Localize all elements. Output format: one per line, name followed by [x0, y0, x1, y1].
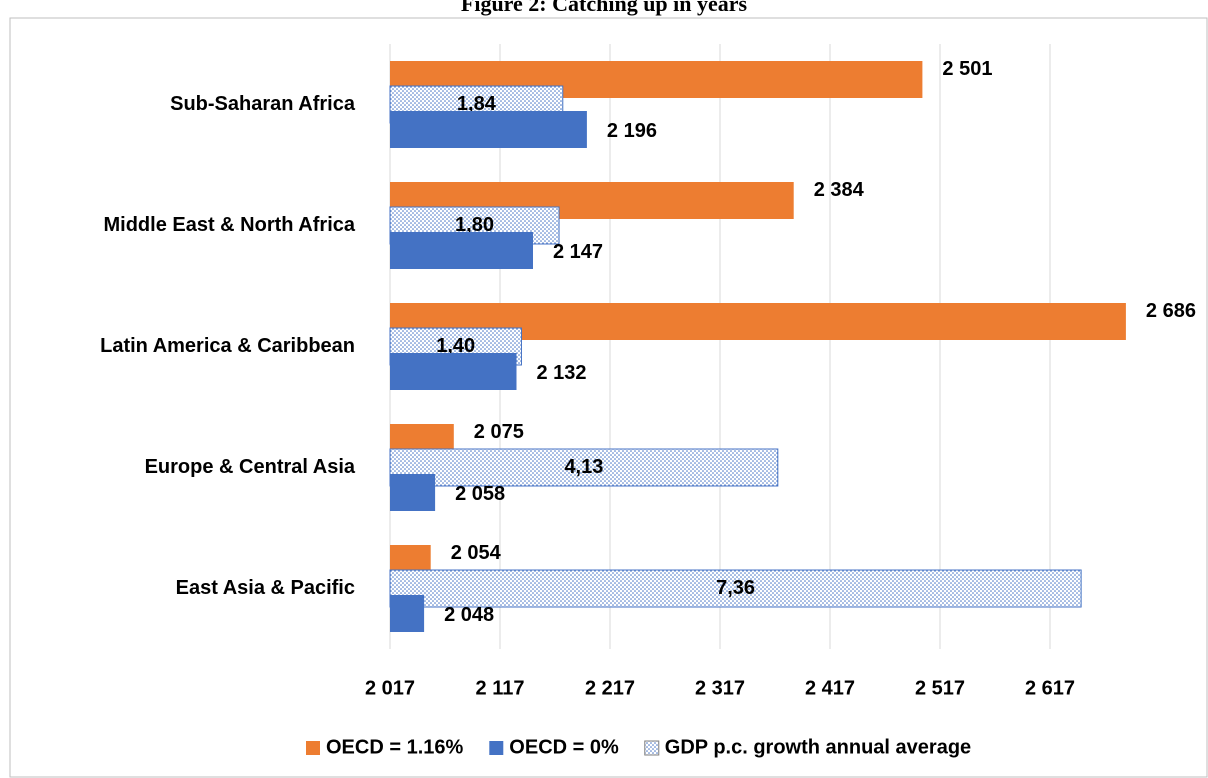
data-label: 2 196 [607, 120, 657, 142]
bar [390, 353, 517, 390]
x-tick-label: 2 317 [695, 677, 745, 699]
data-label: 7,36 [716, 577, 755, 599]
data-label: 4,13 [564, 456, 603, 478]
x-tick-label: 2 217 [585, 677, 635, 699]
data-label: 2 384 [814, 179, 865, 201]
x-tick-label: 2 417 [805, 677, 855, 699]
y-tick-label: Sub-Saharan Africa [170, 93, 356, 115]
legend-label: OECD = 0% [509, 736, 619, 758]
legend-label: GDP p.c. growth annual average [665, 736, 971, 758]
bar [390, 111, 587, 148]
legend-swatch [489, 741, 504, 755]
data-label: 2 686 [1146, 300, 1196, 322]
data-label: 1,80 [455, 214, 494, 236]
bar [389, 569, 1082, 608]
bar [390, 232, 533, 269]
data-label: 2 147 [553, 241, 603, 263]
data-label: 1,40 [436, 335, 475, 357]
data-label: 2 048 [444, 604, 494, 626]
chart-frame [9, 17, 1208, 778]
bar [390, 595, 425, 632]
x-tick-label: 2 117 [476, 677, 525, 699]
legend-label: OECD = 1.16% [326, 736, 464, 758]
chart-title: Figure 2: Catching up in years [461, 0, 748, 16]
bar [389, 448, 779, 487]
x-tick-label: 2 517 [915, 677, 965, 699]
data-label: 2 058 [455, 483, 505, 505]
legend-swatch [644, 740, 660, 756]
data-label: 2 501 [942, 58, 992, 80]
bar [390, 474, 436, 511]
y-tick-label: Latin America & Caribbean [100, 335, 355, 357]
data-label: 1,84 [457, 93, 497, 115]
y-tick-label: East Asia & Pacific [176, 577, 355, 599]
data-label: 2 075 [474, 421, 524, 443]
data-label: 2 054 [451, 542, 502, 564]
data-label: 2 132 [537, 362, 587, 384]
legend-swatch [306, 741, 320, 755]
x-tick-label: 2 617 [1025, 677, 1075, 699]
y-tick-label: Europe & Central Asia [145, 456, 356, 478]
y-tick-label: Middle East & North Africa [103, 214, 355, 236]
x-tick-label: 2 017 [365, 677, 415, 699]
